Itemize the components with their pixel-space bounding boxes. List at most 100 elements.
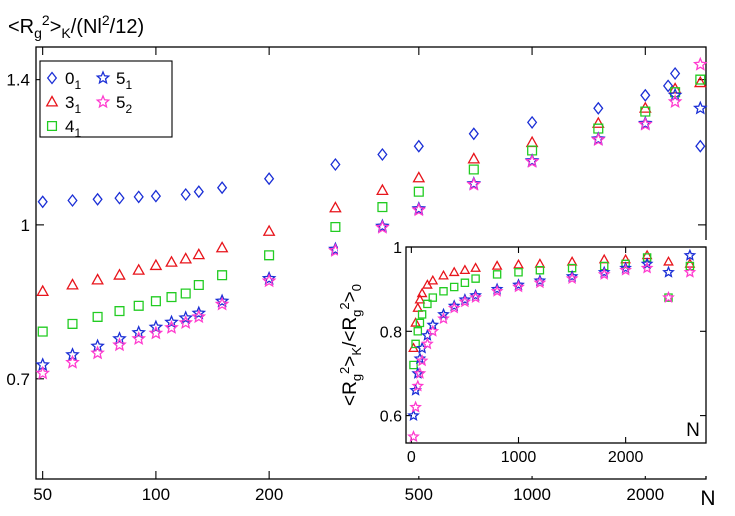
legend-marker-3-1 — [45, 95, 59, 107]
inset-background — [338, 240, 714, 476]
inset-plot-frame — [405, 246, 707, 444]
inset-data-point-4-1 — [471, 274, 480, 283]
data-point-4-1 — [640, 106, 651, 117]
title-sub-g: g — [34, 25, 42, 41]
data-point-0-1 — [662, 79, 674, 93]
data-point-3-1 — [262, 224, 276, 236]
inset-data-point-4-1 — [567, 263, 577, 273]
data-point-5-1 — [667, 87, 683, 102]
inset-data-point-4-1 — [535, 265, 545, 275]
legend-label-5-2: 52 — [116, 93, 132, 116]
data-point-4-1 — [264, 250, 275, 261]
inset-data-point-4-1 — [492, 270, 502, 279]
inset-data-point-5-2 — [426, 324, 440, 337]
data-point-5-2 — [35, 365, 51, 380]
inset-axis-ticks: 0 1000 2000 0.6 0.8 1 — [380, 240, 706, 466]
y-tick-label: 1 — [21, 216, 30, 235]
data-point-5-1 — [131, 325, 147, 339]
inset-data-point-3-1 — [459, 264, 471, 275]
ylabel-gt: > — [340, 356, 361, 367]
inset-data-point-3-1 — [427, 274, 439, 285]
inset-data-point-4-1 — [685, 261, 695, 271]
inset-data-point-4-1 — [417, 310, 427, 319]
inset-data-point-3-1 — [448, 266, 460, 277]
ylabel-gt2: > — [340, 291, 361, 302]
data-point-4-1 — [377, 202, 388, 213]
inset-data-point-5-1 — [597, 265, 611, 278]
inset-data-point-5-1 — [619, 261, 632, 274]
data-point-5-2 — [191, 309, 207, 324]
y-tick-label: 0.7 — [6, 370, 30, 389]
inset-data-point-4-1 — [514, 268, 523, 277]
inset-data-point-5-1 — [640, 257, 654, 270]
inset-data-point-5-2 — [411, 379, 425, 392]
legend-label-0-1: 01 — [65, 69, 81, 92]
data-point-4-1 — [193, 279, 204, 291]
data-point-5-1 — [590, 131, 606, 146]
inset-data-point-5-2 — [413, 366, 427, 379]
inset-data-point-4-1 — [449, 282, 459, 292]
data-point-3-1 — [91, 273, 104, 285]
data-point-3-1 — [113, 268, 126, 280]
ylabel-sup-2b: 2 — [337, 302, 352, 309]
data-point-4-1 — [527, 145, 538, 156]
data-point-4-1 — [217, 270, 228, 281]
inset-data-point-5-2 — [415, 354, 429, 367]
data-point-5-1 — [164, 314, 179, 329]
inset-data-point-5-1 — [490, 282, 504, 295]
data-point-5-2 — [131, 331, 147, 346]
data-point-0-1 — [593, 101, 604, 115]
inset-data-point-5-1 — [469, 288, 482, 301]
data-point-4-1 — [114, 306, 125, 317]
data-point-5-2 — [65, 354, 80, 369]
inset-data-point-3-1 — [470, 262, 481, 272]
data-point-5-2 — [261, 273, 277, 288]
data-point-5-1 — [261, 270, 277, 285]
inset-data-point-3-1 — [410, 317, 421, 327]
data-point-3-1 — [525, 135, 539, 148]
inset-data-point-5-2 — [683, 265, 697, 278]
inset-data-point-5-2 — [458, 295, 472, 308]
inset-y-tick-label: 1 — [393, 240, 402, 257]
inset-data-point-5-1 — [565, 269, 579, 282]
inset-data-point-4-1 — [428, 293, 438, 302]
data-point-5-1 — [692, 100, 708, 115]
ylabel-sub-0: 0 — [349, 284, 364, 291]
legend-marker-4-1 — [46, 120, 58, 132]
x-tick-label: 50 — [33, 485, 52, 504]
data-point-5-1 — [466, 176, 482, 190]
inset-y-axis-label: <Rg2>K/<Rg2>0 — [337, 284, 364, 406]
inset-data-point-5-2 — [597, 267, 611, 280]
data-point-5-2 — [164, 320, 179, 334]
data-point-5-1 — [637, 115, 653, 130]
data-point-3-1 — [591, 116, 605, 128]
data-point-0-1 — [330, 157, 341, 172]
inset-data-point-5-2 — [407, 430, 420, 443]
x-tick-label: 100 — [142, 485, 170, 504]
inset-data-point-5-2 — [640, 261, 654, 274]
inset-data-point-4-1 — [460, 278, 470, 288]
inset-data-point-5-1 — [533, 274, 547, 287]
data-point-5-2 — [214, 296, 230, 311]
data-point-5-2 — [375, 219, 390, 234]
data-point-5-1 — [214, 293, 230, 308]
ylabel-slash: /<R — [340, 317, 361, 347]
data-point-5-2 — [90, 345, 105, 360]
data-point-3-1 — [376, 183, 389, 195]
data-point-4-1 — [593, 123, 604, 134]
data-point-4-1 — [37, 326, 48, 337]
ylabel-sub-g: g — [349, 374, 364, 381]
data-point-3-1 — [412, 171, 426, 183]
data-point-5-1 — [112, 331, 127, 346]
legend-label-5-1: 51 — [116, 69, 132, 92]
data-point-3-1 — [149, 258, 163, 271]
data-point-0-1 — [114, 191, 125, 205]
data-point-3-1 — [192, 247, 206, 260]
data-point-5-2 — [411, 202, 427, 217]
data-point-4-1 — [133, 300, 144, 311]
ylabel-sub-g2: g — [349, 310, 364, 317]
data-point-4-1 — [150, 296, 161, 307]
inset-y-tick-label: 0.6 — [380, 409, 402, 426]
data-point-0-1 — [468, 127, 479, 141]
